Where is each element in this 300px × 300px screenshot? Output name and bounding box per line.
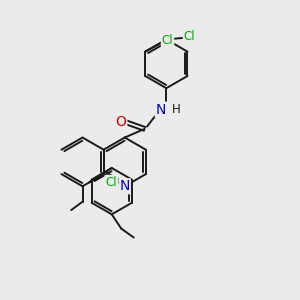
Text: H: H: [172, 103, 181, 116]
Text: N: N: [119, 179, 130, 193]
Text: Cl: Cl: [184, 30, 195, 43]
Text: Cl: Cl: [105, 176, 117, 189]
Text: O: O: [116, 115, 126, 129]
Text: N: N: [156, 103, 166, 117]
Text: Cl: Cl: [162, 34, 173, 47]
